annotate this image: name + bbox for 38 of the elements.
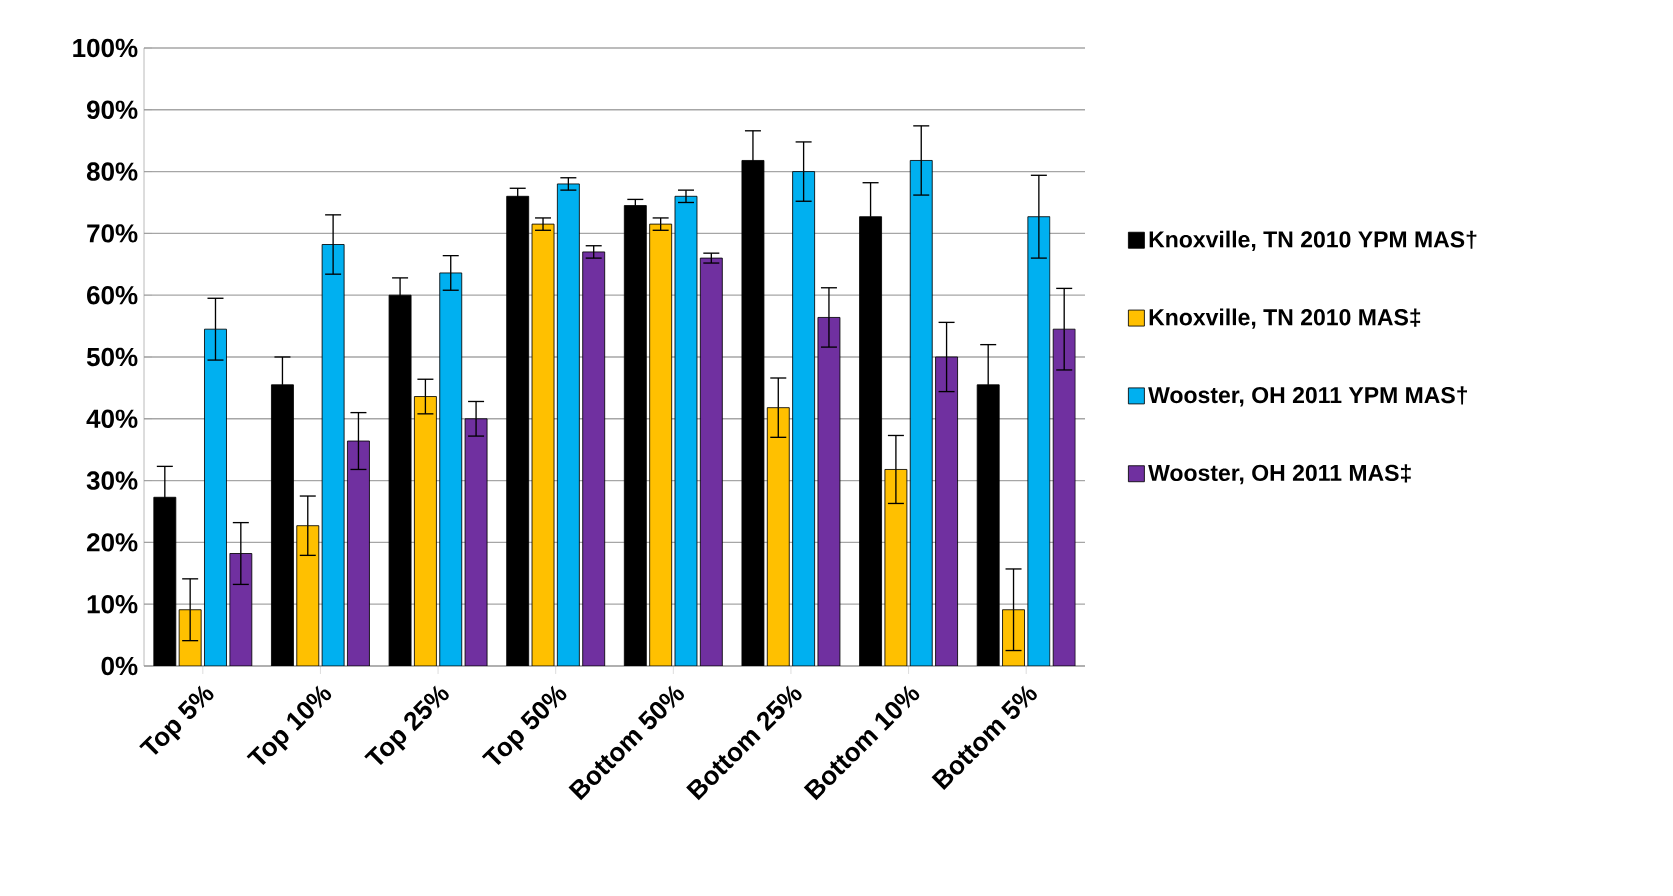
y-tick-label: 50% bbox=[86, 347, 138, 367]
bar bbox=[388, 294, 412, 666]
bar bbox=[531, 223, 555, 666]
y-tick-label: 70% bbox=[87, 224, 138, 243]
y-tick-label: 60% bbox=[87, 285, 138, 305]
y-tick-label: 90% bbox=[86, 100, 138, 119]
bar bbox=[321, 244, 345, 666]
legend-label: Wooster, OH 2011 YPM MAS† bbox=[1148, 386, 1467, 407]
y-tick-label: 80% bbox=[86, 162, 138, 181]
bar bbox=[413, 396, 437, 666]
x-tick-label: Top 5% bbox=[139, 685, 214, 755]
bar bbox=[674, 195, 698, 666]
legend-label: Wooster, OH 2011 MAS‡ bbox=[1148, 464, 1411, 485]
bar bbox=[1027, 216, 1051, 666]
y-tick-label: 100% bbox=[73, 38, 138, 58]
bar bbox=[556, 183, 580, 666]
bar bbox=[439, 272, 463, 666]
bar bbox=[741, 160, 765, 666]
bar bbox=[296, 525, 320, 666]
y-tick-label: 30% bbox=[86, 471, 138, 490]
bar bbox=[766, 407, 790, 666]
bar bbox=[1052, 328, 1076, 666]
x-tick-label: Top 50% bbox=[481, 685, 567, 766]
legend-label: Knoxville, TN 2010 YPM MAS† bbox=[1149, 230, 1477, 251]
bar bbox=[153, 496, 177, 666]
bar bbox=[506, 195, 530, 666]
bar bbox=[649, 223, 673, 666]
legend-label: Knoxville, TN 2010 MAS‡ bbox=[1149, 308, 1421, 329]
y-tick-label: 20% bbox=[86, 533, 138, 552]
y-tick-label: 0% bbox=[101, 656, 138, 676]
bar bbox=[884, 469, 908, 666]
y-tick-label: 40% bbox=[86, 409, 138, 428]
y-tick-label: 10% bbox=[87, 594, 138, 614]
bar bbox=[817, 317, 841, 666]
bar bbox=[204, 328, 227, 666]
bar bbox=[909, 160, 933, 666]
bar bbox=[699, 257, 723, 666]
bar bbox=[792, 171, 816, 666]
